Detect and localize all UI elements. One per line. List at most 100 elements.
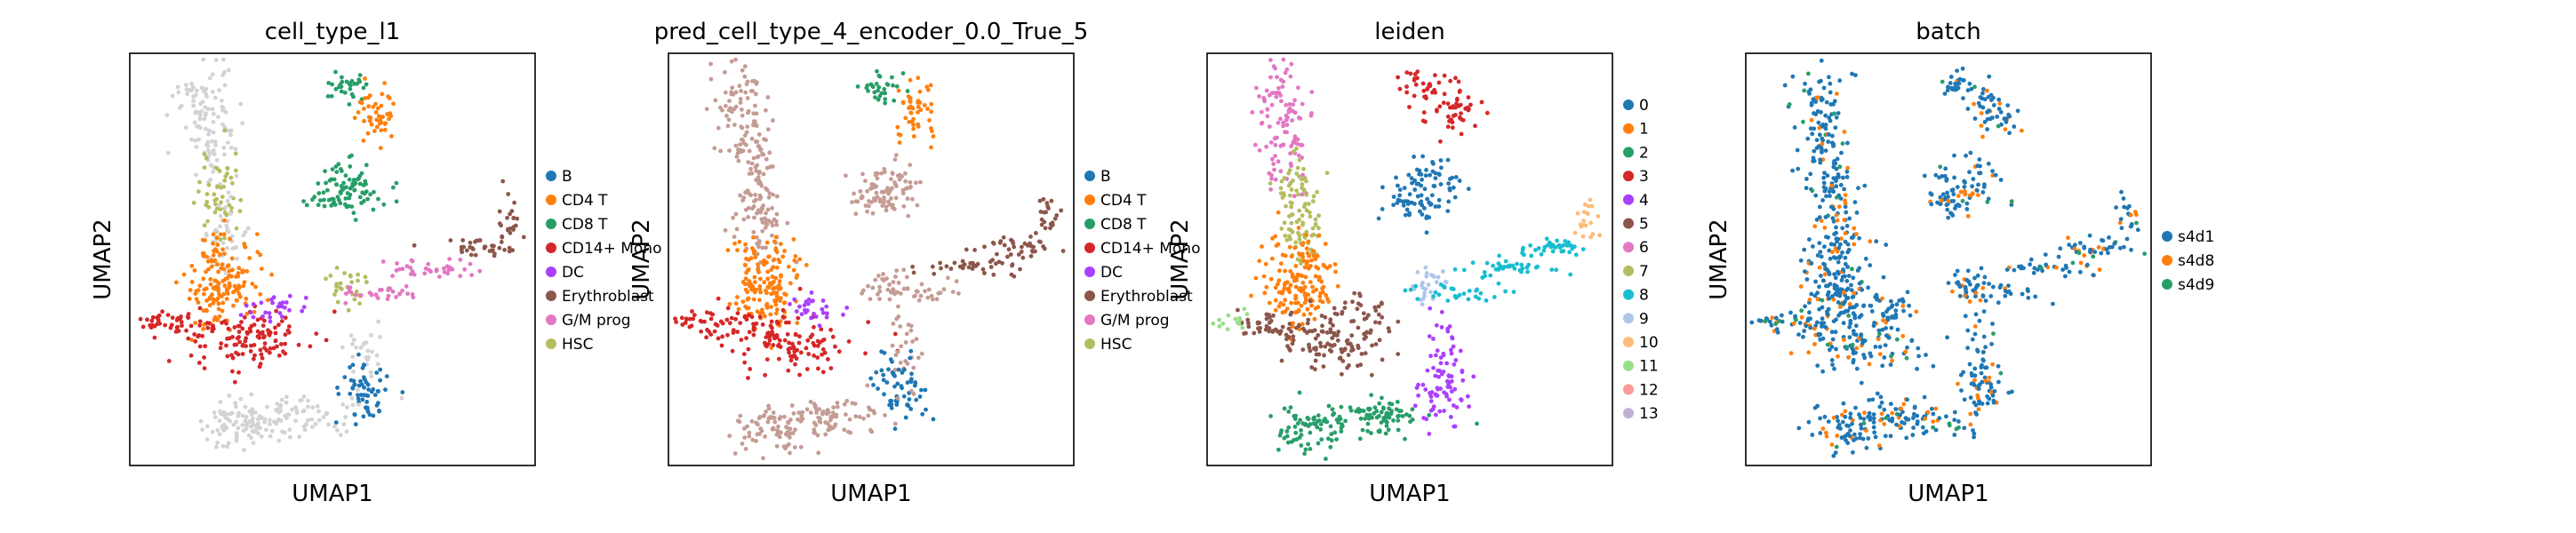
data-point	[1842, 187, 1847, 192]
data-point	[260, 314, 265, 319]
data-point	[197, 179, 202, 185]
data-point	[918, 107, 924, 113]
data-point	[1590, 232, 1596, 236]
data-point	[1380, 185, 1385, 190]
data-point	[1060, 249, 1066, 253]
data-point	[1311, 421, 1316, 426]
data-point	[1850, 266, 1854, 272]
data-point	[1278, 116, 1283, 122]
data-point	[1294, 278, 1299, 282]
data-point	[1394, 175, 1398, 180]
data-point	[2099, 251, 2104, 256]
data-point	[769, 305, 773, 309]
data-point	[279, 314, 284, 319]
data-point	[1828, 256, 1833, 261]
data-point	[1817, 265, 1822, 270]
data-point	[1415, 270, 1420, 274]
data-point	[238, 101, 244, 107]
data-point	[1572, 230, 1578, 235]
data-point	[205, 325, 211, 330]
data-point	[900, 370, 905, 375]
legend-label: Erythroblast	[562, 288, 654, 306]
data-point	[1332, 430, 1338, 435]
data-point	[705, 310, 709, 315]
data-point	[1980, 362, 1984, 368]
data-point	[1990, 322, 1995, 326]
data-point	[1828, 81, 1833, 86]
data-point	[754, 91, 758, 97]
data-point	[1868, 418, 1873, 422]
data-point	[869, 83, 875, 88]
data-point	[1822, 226, 1828, 230]
legend-label: G/M prog	[1100, 312, 1170, 330]
umap-panel-2: pred_cell_type_4_encoder_0.0_True_5UMAP1…	[628, 19, 1200, 507]
data-point	[1833, 246, 1838, 251]
data-point	[765, 276, 771, 282]
data-point	[719, 343, 724, 348]
legend-label: 3	[1639, 168, 1649, 186]
data-point	[1878, 418, 1883, 423]
data-point	[2007, 114, 2012, 119]
data-point	[1841, 301, 1846, 306]
data-point	[1802, 329, 1807, 333]
data-point	[879, 91, 884, 96]
data-point	[1972, 324, 1978, 329]
data-point	[684, 317, 689, 322]
data-point	[1236, 307, 1240, 313]
data-point	[774, 335, 780, 340]
data-point	[269, 428, 275, 434]
data-point	[1433, 412, 1438, 418]
data-point	[1367, 406, 1372, 411]
data-point	[1415, 69, 1420, 74]
data-point	[1857, 281, 1862, 286]
data-point	[995, 251, 999, 257]
data-point	[2091, 273, 2096, 277]
data-point	[725, 332, 730, 338]
data-point	[1358, 362, 1364, 368]
data-point	[769, 332, 773, 337]
data-point	[1304, 246, 1309, 251]
data-point	[776, 342, 781, 347]
data-point	[759, 217, 764, 222]
data-point	[836, 349, 842, 354]
data-point	[793, 254, 798, 259]
data-point	[727, 321, 732, 326]
data-point	[387, 96, 392, 100]
data-point	[1301, 187, 1307, 193]
data-point	[179, 103, 184, 108]
data-point	[1782, 83, 1788, 88]
data-point	[1437, 172, 1442, 178]
data-point	[378, 118, 383, 123]
data-point	[357, 73, 363, 77]
data-point	[1313, 274, 1318, 279]
data-point	[1788, 351, 1794, 355]
data-point	[1550, 249, 1556, 254]
data-point	[1452, 293, 1458, 298]
data-point	[316, 409, 321, 414]
data-point	[1814, 320, 1820, 325]
data-point	[740, 107, 744, 112]
data-point	[218, 346, 223, 351]
data-point	[1336, 330, 1341, 334]
data-point	[1291, 102, 1296, 107]
data-point	[502, 247, 507, 252]
data-point	[1369, 372, 1374, 378]
data-point	[1827, 296, 1832, 301]
data-point	[1376, 312, 1381, 317]
data-point	[268, 346, 273, 351]
data-point	[823, 432, 828, 437]
data-point	[260, 323, 266, 328]
data-point	[1474, 288, 1478, 293]
data-point	[358, 378, 363, 384]
data-point	[1843, 239, 1848, 244]
data-point	[704, 107, 709, 112]
data-point	[1998, 109, 2004, 115]
data-point	[340, 75, 344, 80]
data-point	[885, 83, 891, 87]
data-point	[1979, 111, 1984, 115]
data-point	[764, 335, 769, 339]
data-point	[751, 235, 756, 240]
data-point	[1834, 444, 1839, 449]
data-point	[183, 125, 188, 131]
data-point	[506, 192, 511, 196]
